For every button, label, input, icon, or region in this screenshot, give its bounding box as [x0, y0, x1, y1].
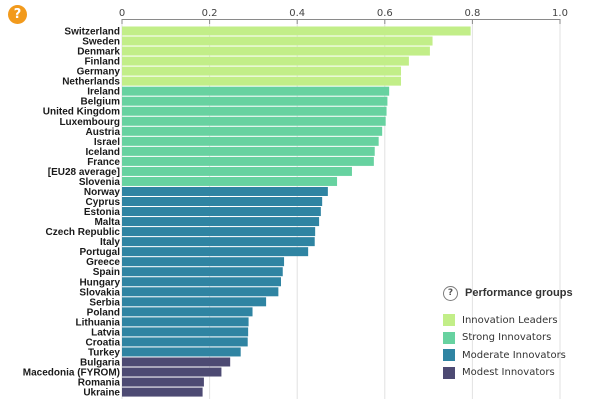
bar[interactable]	[122, 367, 222, 377]
bar[interactable]	[122, 297, 267, 307]
category-label: Romania	[78, 378, 121, 389]
legend-label: Strong Innovators	[462, 332, 552, 343]
category-label: Switzerland	[64, 27, 120, 38]
category-label: Spain	[93, 267, 120, 278]
bar[interactable]	[122, 267, 283, 277]
bar[interactable]	[122, 26, 471, 36]
category-label: Austria	[86, 127, 121, 138]
category-label: Latvia	[91, 327, 120, 338]
bar[interactable]	[122, 197, 323, 207]
bar[interactable]	[122, 217, 320, 227]
legend-label: Moderate Innovators	[462, 349, 566, 361]
category-label: Germany	[77, 67, 121, 78]
legend-item[interactable]: Innovation Leaders	[443, 314, 593, 326]
bar[interactable]	[122, 186, 328, 196]
category-label: United Kingdom	[43, 107, 120, 118]
bar[interactable]	[122, 116, 386, 126]
bar[interactable]	[122, 86, 390, 96]
category-label: France	[87, 157, 120, 168]
bar[interactable]	[122, 207, 321, 217]
legend-header: ? Performance groups	[443, 285, 593, 301]
category-label: [EU28 average]	[48, 167, 120, 178]
bar[interactable]	[122, 307, 253, 317]
category-label: Bulgaria	[80, 357, 120, 368]
category-label: Netherlands	[62, 77, 120, 88]
category-label: Macedonia (FYROM)	[23, 368, 120, 379]
bar[interactable]	[122, 36, 433, 46]
category-label: Slovenia	[79, 177, 121, 188]
category-label: Ireland	[87, 87, 120, 98]
category-label: Israel	[94, 137, 120, 148]
category-label: Belgium	[81, 97, 121, 108]
bar[interactable]	[122, 357, 231, 367]
x-tick-label: 1.0	[552, 8, 568, 19]
category-label: Greece	[86, 257, 120, 268]
bar[interactable]	[122, 56, 409, 66]
bar[interactable]	[122, 146, 375, 156]
legend-swatch	[443, 314, 455, 326]
legend-label: Modest Innovators	[462, 367, 555, 378]
legend-title: Performance groups	[465, 287, 573, 299]
bar[interactable]	[122, 347, 241, 357]
help-icon[interactable]: ?	[8, 5, 27, 24]
bar[interactable]	[122, 337, 248, 347]
legend-swatch	[443, 331, 455, 344]
legend-item[interactable]: Modest Innovators	[443, 366, 593, 379]
bar[interactable]	[122, 96, 388, 106]
category-label: Luxembourg	[59, 117, 120, 128]
bar[interactable]	[122, 106, 387, 116]
x-tick-label: 0.2	[202, 8, 218, 19]
bar[interactable]	[122, 277, 281, 287]
category-label: Croatia	[86, 337, 121, 348]
category-label: Czech Republic	[46, 227, 121, 238]
bar[interactable]	[122, 317, 249, 327]
category-label: Denmark	[77, 47, 120, 58]
bar[interactable]	[122, 287, 279, 297]
legend: ? Performance groups Innovation Leaders S…	[443, 285, 593, 384]
legend-swatch	[443, 366, 455, 379]
legend-item[interactable]: Moderate Innovators	[443, 349, 593, 361]
bar[interactable]	[122, 257, 285, 267]
category-label: Lithuania	[76, 317, 121, 328]
category-label: Cyprus	[86, 197, 121, 208]
bar[interactable]	[122, 237, 315, 247]
bar[interactable]	[122, 46, 430, 56]
bar[interactable]	[122, 247, 309, 257]
category-label: Finland	[84, 57, 120, 68]
x-tick-label: 0	[119, 8, 125, 19]
bar[interactable]	[122, 176, 338, 186]
category-label: Ukraine	[83, 388, 120, 399]
category-label: Slovakia	[79, 287, 120, 298]
category-label: Norway	[84, 187, 121, 198]
bar[interactable]	[122, 66, 402, 76]
bar[interactable]	[122, 327, 249, 337]
category-label: Hungary	[79, 277, 120, 288]
legend-items: Innovation Leaders Strong Innovators Moder…	[443, 314, 593, 379]
category-label: Poland	[87, 307, 120, 318]
category-label: Estonia	[84, 207, 121, 218]
bar[interactable]	[122, 387, 203, 397]
x-tick-label: 0.6	[377, 8, 393, 19]
bar[interactable]	[122, 227, 316, 237]
legend-help-icon[interactable]: ?	[443, 285, 458, 301]
bar[interactable]	[122, 76, 402, 86]
legend-label: Innovation Leaders	[462, 314, 558, 326]
category-label: Italy	[100, 237, 120, 248]
category-label: Turkey	[88, 347, 120, 358]
x-tick-label: 0.8	[464, 8, 480, 19]
legend-swatch	[443, 349, 455, 361]
category-label: Malta	[94, 217, 120, 228]
bar[interactable]	[122, 156, 374, 166]
bar[interactable]	[122, 126, 383, 136]
category-label: Iceland	[86, 147, 120, 158]
x-tick-label: 0.4	[289, 8, 305, 19]
bar[interactable]	[122, 166, 352, 176]
category-label: Portugal	[79, 247, 120, 258]
legend-item[interactable]: Strong Innovators	[443, 331, 593, 344]
category-label: Sweden	[82, 37, 120, 48]
category-label: Serbia	[89, 297, 120, 308]
bar[interactable]	[122, 136, 379, 146]
bar[interactable]	[122, 377, 204, 387]
